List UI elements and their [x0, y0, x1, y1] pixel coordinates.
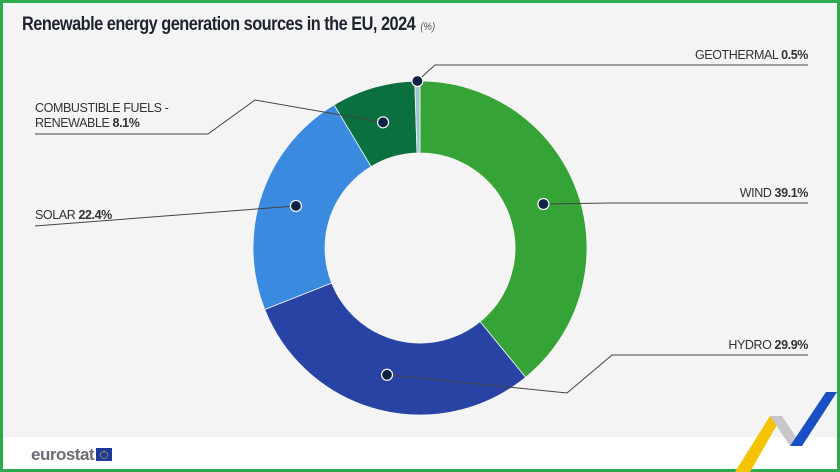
- unit-label: (%): [420, 21, 436, 33]
- leader-line-combustible-fuels-renewable: [35, 99, 384, 135]
- eurostat-logo: eurostat: [31, 445, 113, 465]
- marker-hydro: [380, 368, 394, 381]
- marker-solar: [289, 199, 303, 213]
- data-label-geothermal: GEOTHERMAL 0.5%: [695, 48, 808, 62]
- data-label-solar: SOLAR 22.4%: [35, 208, 112, 222]
- marker-geothermal: [411, 74, 424, 88]
- data-label-hydro: HYDRO 29.9%: [728, 338, 808, 352]
- leader-line-solar: [34, 205, 296, 227]
- logo-text: eurostat: [31, 445, 95, 464]
- slice-solar: [252, 104, 372, 310]
- marker-wind: [537, 197, 550, 211]
- data-label-combustible-fuels-renewable: COMBUSTIBLE FUELS - RENEWABLE 8.1%: [35, 101, 171, 130]
- data-label-wind: WIND 39.1%: [740, 186, 809, 200]
- title-text: Renewable energy generation sources in t…: [22, 14, 416, 35]
- slice-wind: [419, 80, 588, 378]
- chart-title: Renewable energy generation sources in t…: [22, 14, 435, 36]
- leader-line-geothermal: [417, 64, 808, 82]
- leader-line-hydro: [386, 354, 808, 394]
- eu-flag-icon: [96, 448, 113, 461]
- marker-combustible-fuels-renewable: [376, 116, 390, 129]
- leader-line-wind: [543, 202, 808, 205]
